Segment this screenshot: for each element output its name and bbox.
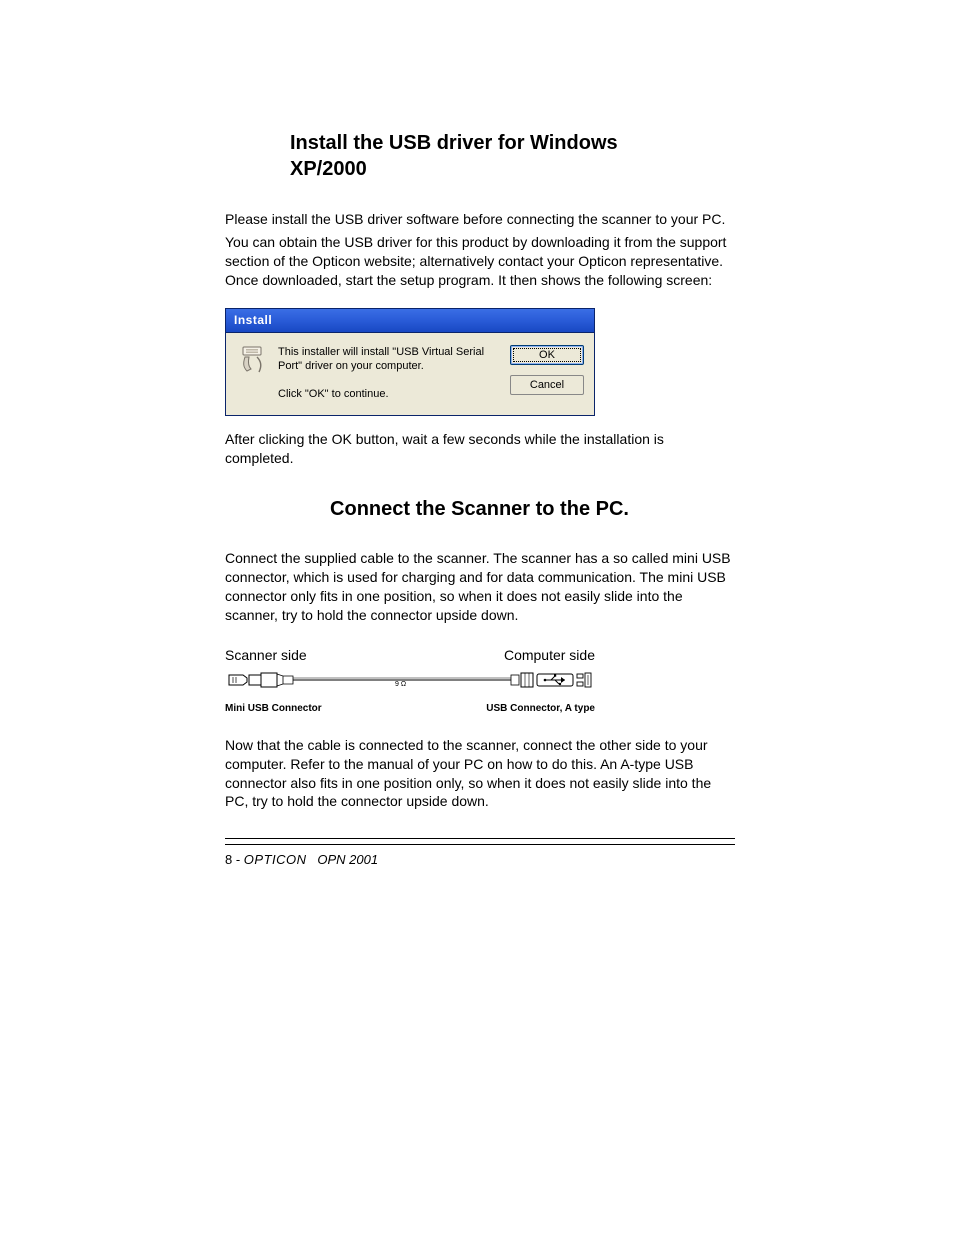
paragraph-after-dialog: After clicking the OK button, wait a few… bbox=[225, 430, 734, 468]
footer-rule-top bbox=[225, 838, 735, 839]
paragraph-connect-2: Now that the cable is connected to the s… bbox=[225, 736, 734, 812]
paragraph-intro-1: Please install the USB driver software b… bbox=[225, 210, 734, 229]
footer: 8 - OPTICON OPN 2001 bbox=[225, 852, 378, 867]
dialog-message-line-1: This installer will install "USB Virtual… bbox=[278, 345, 506, 374]
heading-connect-scanner: Connect the Scanner to the PC. bbox=[225, 498, 734, 521]
dialog-message: This installer will install "USB Virtual… bbox=[270, 345, 510, 402]
paragraph-connect-1: Connect the supplied cable to the scanne… bbox=[225, 549, 734, 625]
cancel-button[interactable]: Cancel bbox=[510, 375, 584, 395]
installer-icon bbox=[236, 345, 270, 375]
cable-label-computer-side: Computer side bbox=[504, 647, 595, 663]
install-dialog: Install This installer will install "USB… bbox=[225, 308, 595, 417]
footer-rule-bottom bbox=[225, 844, 735, 845]
dialog-titlebar: Install bbox=[226, 309, 594, 333]
usb-cable-diagram: 9 Ω bbox=[225, 669, 595, 691]
footer-brand: OPTICON bbox=[244, 852, 307, 867]
cable-label-mini-usb: Mini USB Connector bbox=[225, 703, 322, 714]
paragraph-intro-2: You can obtain the USB driver for this p… bbox=[225, 233, 734, 290]
dialog-message-line-2: Click "OK" to continue. bbox=[278, 387, 506, 401]
svg-text:9 Ω: 9 Ω bbox=[395, 681, 406, 688]
heading-install-driver: Install the USB driver for Windows XP/20… bbox=[290, 130, 690, 182]
footer-model: OPN 2001 bbox=[317, 852, 378, 867]
ok-button[interactable]: OK bbox=[510, 345, 584, 365]
footer-separator: - bbox=[232, 852, 244, 867]
dialog-title: Install bbox=[234, 313, 272, 327]
cable-label-usb-a: USB Connector, A type bbox=[486, 703, 595, 714]
cable-label-scanner-side: Scanner side bbox=[225, 647, 307, 663]
